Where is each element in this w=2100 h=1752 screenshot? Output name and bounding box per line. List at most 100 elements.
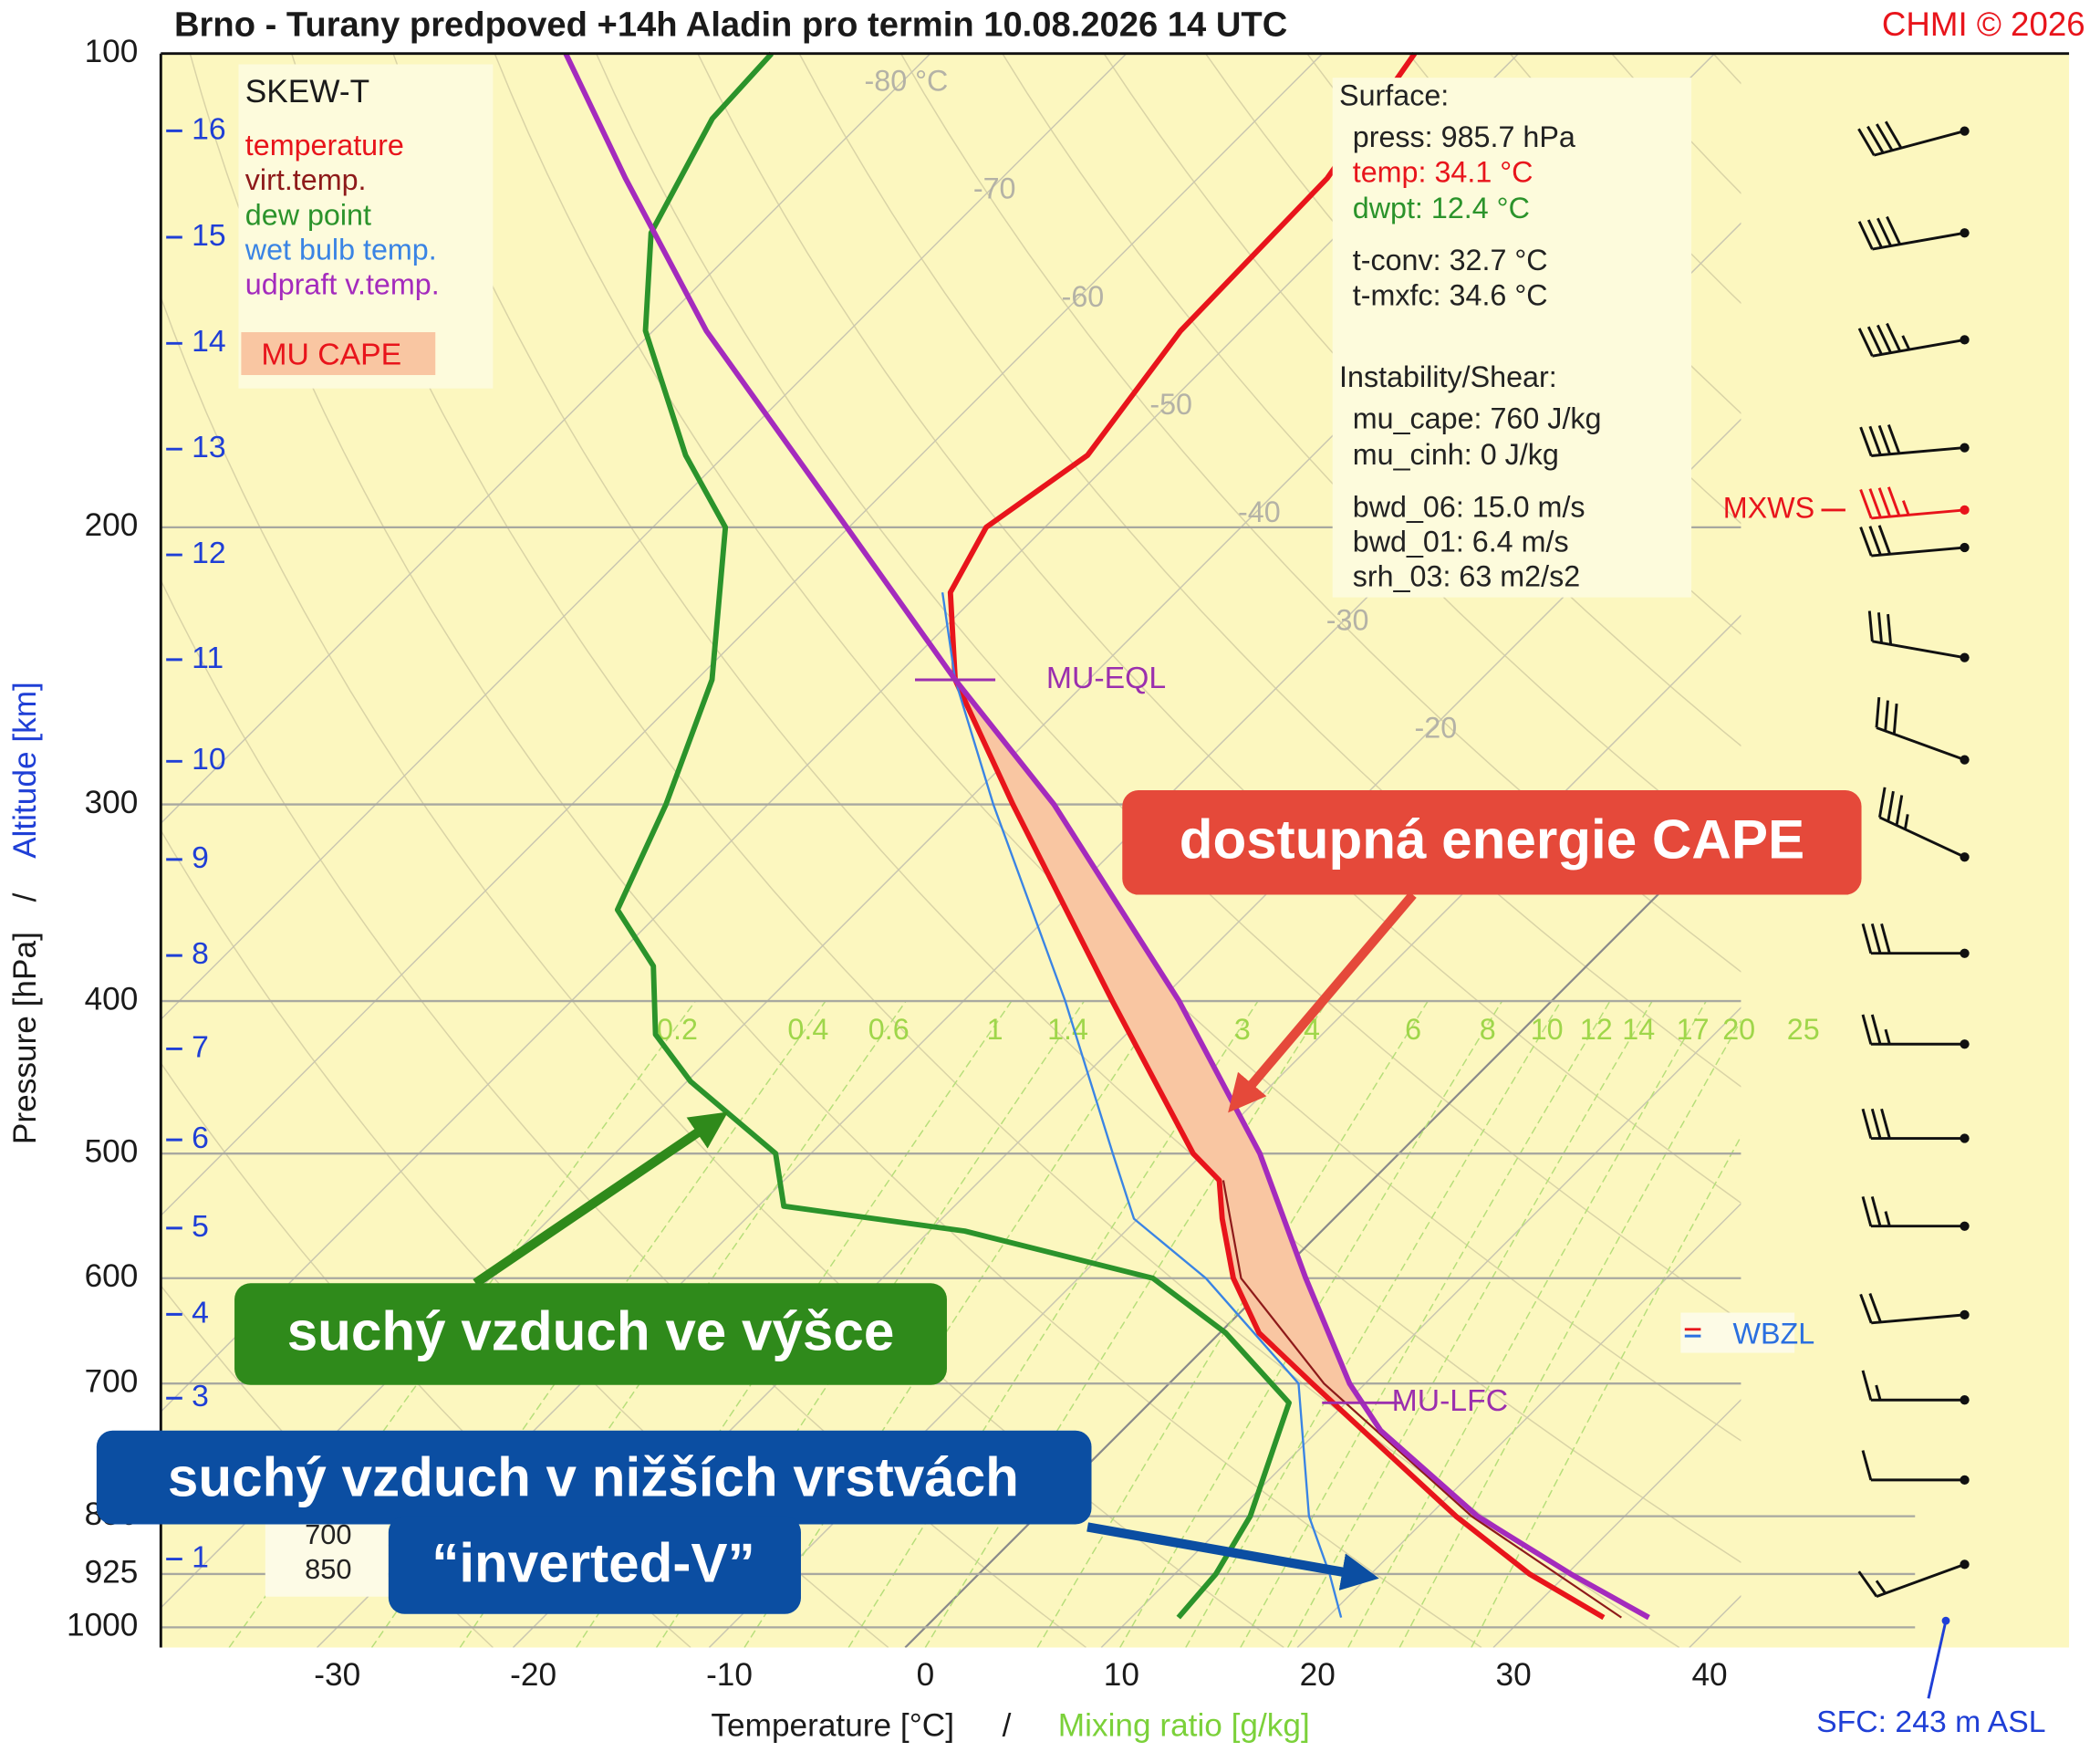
dry-adiabat xyxy=(494,53,1741,1442)
wind-barb xyxy=(1861,1370,1965,1402)
profile-line xyxy=(563,52,1650,1621)
y-tick-label: 200 xyxy=(85,507,139,543)
wind-barb xyxy=(1859,525,1965,558)
mixing-ratio-label: 6 xyxy=(1405,1013,1421,1046)
wind-barb xyxy=(1859,486,1965,520)
wind-barb xyxy=(1861,923,1965,955)
isotherm xyxy=(1296,1203,1741,1648)
y-tick-label: 925 xyxy=(85,1554,139,1590)
mixing-ratio-label: 0.2 xyxy=(657,1013,698,1046)
wind-station xyxy=(1960,755,1970,765)
y-tick-label: 500 xyxy=(85,1133,139,1169)
x-tick-label: 40 xyxy=(1691,1657,1727,1693)
wind-station xyxy=(1960,505,1970,516)
legend-entry: temperature xyxy=(245,129,404,162)
wind-barb xyxy=(1861,1108,1965,1141)
mixing-ratio-label: 0.6 xyxy=(868,1013,910,1046)
wind-barb xyxy=(1857,1562,1966,1598)
isotherm-label: -30 xyxy=(1326,603,1369,636)
wind-station xyxy=(1960,1221,1970,1231)
y-tick-label: 700 xyxy=(85,1364,139,1400)
credit: CHMI © 2026 xyxy=(1882,5,2085,43)
wbzl-box xyxy=(1680,1312,1795,1353)
surface-pointer xyxy=(1927,1620,1948,1699)
wind-station xyxy=(1960,652,1970,662)
wind-barb xyxy=(1857,215,1965,251)
wind-barb xyxy=(1877,787,1966,859)
wind-barb xyxy=(1861,1196,1965,1228)
annotation-text: suchý vzduch ve výšce xyxy=(287,1300,895,1361)
surface-dot xyxy=(1941,1616,1950,1625)
annotation-arrow xyxy=(1086,1522,1379,1590)
info-line: temp: 34.1 °C xyxy=(1353,155,1533,188)
x-tick-label: -20 xyxy=(510,1657,556,1693)
wind-station xyxy=(1960,443,1970,453)
wind-barb xyxy=(1857,322,1965,358)
wind-barb xyxy=(1867,610,1965,660)
wind-station xyxy=(1960,1309,1970,1319)
altitude-tick-label: 9 xyxy=(192,840,209,875)
info-line: mu_cinh: 0 J/kg xyxy=(1353,438,1559,471)
isotherm xyxy=(161,53,1520,1413)
altitude-tick-label: 12 xyxy=(192,536,226,570)
mixing-ratio-label: 0.4 xyxy=(787,1013,828,1046)
annotation-text: “inverted-V” xyxy=(431,1532,754,1593)
annotation-box xyxy=(234,1283,947,1385)
profile-line xyxy=(1222,1180,1622,1619)
wind-barb xyxy=(1857,120,1965,157)
legend-entry: udpraft v.temp. xyxy=(245,268,440,301)
mixing-ratio-line xyxy=(1287,1000,1653,1648)
annotation-arrow xyxy=(473,1111,729,1288)
legend-entry: wet bulb temp. xyxy=(244,233,437,266)
mixing-ratio-label: 10 xyxy=(1531,1013,1564,1046)
altitude-axis-title: Altitude [km] xyxy=(7,682,43,859)
altitude-tick-label: 15 xyxy=(192,218,226,253)
isotherm-label: -60 xyxy=(1062,280,1105,313)
annotation-box xyxy=(96,1430,1092,1525)
info-line: press: 985.7 hPa xyxy=(1353,120,1575,153)
x-tick-label: -30 xyxy=(314,1657,360,1693)
mixing-ratio-label: 25 xyxy=(1787,1013,1820,1046)
altitude-tick-label: 11 xyxy=(192,641,224,675)
altitude-tick-label: 7 xyxy=(192,1029,209,1064)
mixing-ratio-line xyxy=(1398,1018,1741,1648)
isotherm-label: -50 xyxy=(1149,388,1192,421)
isotherm-label: -70 xyxy=(973,172,1016,205)
wind-station xyxy=(1960,1133,1970,1143)
wind-barb xyxy=(1861,1014,1965,1046)
annotation-box xyxy=(388,1516,801,1614)
isotherm xyxy=(1100,1006,1741,1648)
annotation-cape: dostupná energie CAPE xyxy=(1122,790,1862,1113)
mixing-ratio-line xyxy=(1185,1000,1562,1648)
annotation-text: suchý vzduch v nižších vrstvách xyxy=(168,1446,1019,1507)
y-tick-label: 100 xyxy=(85,34,139,69)
wind-station xyxy=(1960,228,1970,238)
info-line: srh_03: 63 m2/s2 xyxy=(1353,560,1580,593)
wind-station xyxy=(1960,335,1970,345)
altitude-tick-label: 10 xyxy=(192,742,226,777)
level-label: WBZL xyxy=(1732,1318,1814,1350)
mixing-axis-title: Mixing ratio [g/kg] xyxy=(1058,1708,1310,1744)
wind-station xyxy=(1960,542,1970,553)
x-tick-label: 10 xyxy=(1104,1657,1139,1693)
x-axis-separator: / xyxy=(1003,1708,1012,1744)
y-axis-separator: / xyxy=(7,892,43,902)
altitude-tick-label: 1 xyxy=(192,1539,209,1574)
mixing-ratio-label: 14 xyxy=(1622,1013,1655,1046)
isotherm-label: -80 °C xyxy=(865,65,949,98)
surface-label: SFC: 243 m ASL xyxy=(1816,1705,2045,1739)
mixing-ratio-label: 20 xyxy=(1722,1013,1755,1046)
mixing-ratio-label: 8 xyxy=(1480,1013,1496,1046)
wind-station xyxy=(1960,1559,1970,1570)
dry-adiabat xyxy=(161,295,1284,1648)
level-label: MXWS xyxy=(1723,491,1814,524)
x-tick-label: -10 xyxy=(706,1657,753,1693)
legend-entry: virt.temp. xyxy=(245,163,367,196)
profile-line xyxy=(947,52,1606,1621)
annotation-upper-dry: suchý vzduch ve výšce xyxy=(234,1111,947,1385)
altitude-tick-label: 4 xyxy=(192,1295,209,1330)
mixing-ratio-label: 17 xyxy=(1677,1013,1710,1046)
annotation-arrow xyxy=(1228,892,1417,1113)
